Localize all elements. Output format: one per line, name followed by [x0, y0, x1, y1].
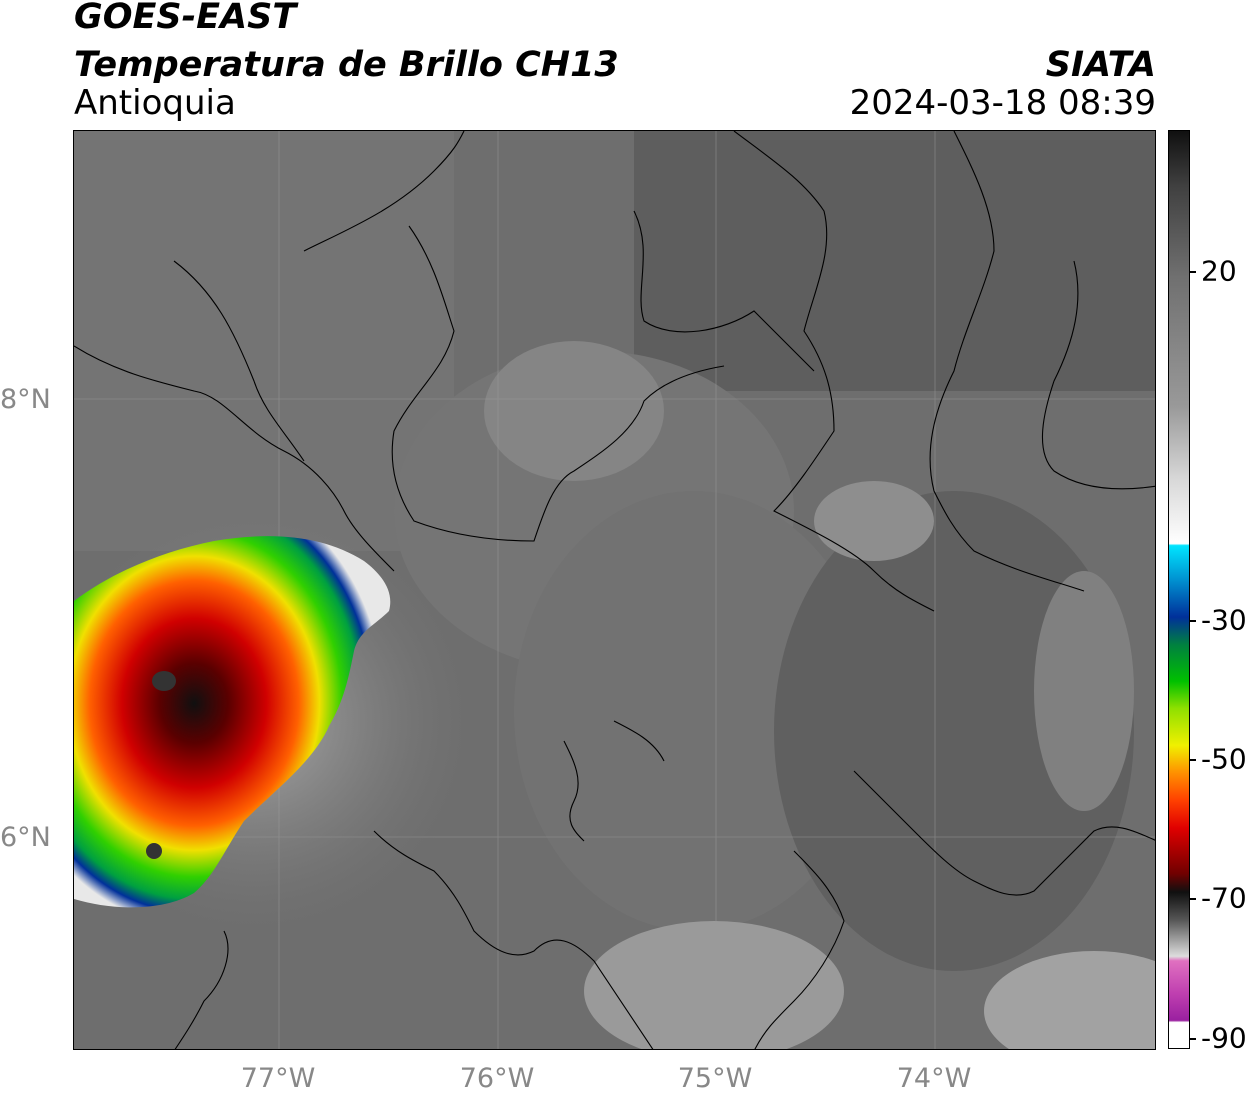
convective-storm: [74, 536, 391, 908]
colorbar-label: -90: [1201, 1021, 1247, 1055]
datetime-label: 2024-03-18 08:39: [849, 83, 1156, 123]
colorbar: [1168, 130, 1190, 1049]
product-title: Temperatura de Brillo CH13: [74, 45, 619, 85]
map-canvas: [74, 131, 1155, 1049]
colorbar-label: -70: [1201, 881, 1247, 915]
region-label: Antioquia: [74, 83, 236, 123]
satellite-map[interactable]: [73, 130, 1156, 1050]
organization-label: SIATA: [1045, 45, 1156, 85]
colorbar-label: 20: [1201, 254, 1237, 288]
lon-label-74w: 74°W: [896, 1063, 972, 1094]
colorbar-tick: [1190, 1038, 1196, 1040]
colorbar-label: -50: [1201, 742, 1247, 776]
lat-label-8n: 8°N: [0, 384, 51, 415]
lon-label-77w: 77°W: [240, 1063, 316, 1094]
colorbar-tick: [1190, 271, 1196, 273]
colorbar-tick: [1190, 898, 1196, 900]
satellite-title: GOES-EAST: [74, 0, 297, 37]
colorbar-label: -30: [1201, 603, 1247, 637]
colorbar-tick: [1190, 759, 1196, 761]
lon-label-76w: 76°W: [459, 1063, 535, 1094]
lon-label-75w: 75°W: [677, 1063, 753, 1094]
colorbar-tick: [1190, 620, 1196, 622]
borders: [74, 131, 1155, 1049]
lat-label-6n: 6°N: [0, 822, 51, 853]
